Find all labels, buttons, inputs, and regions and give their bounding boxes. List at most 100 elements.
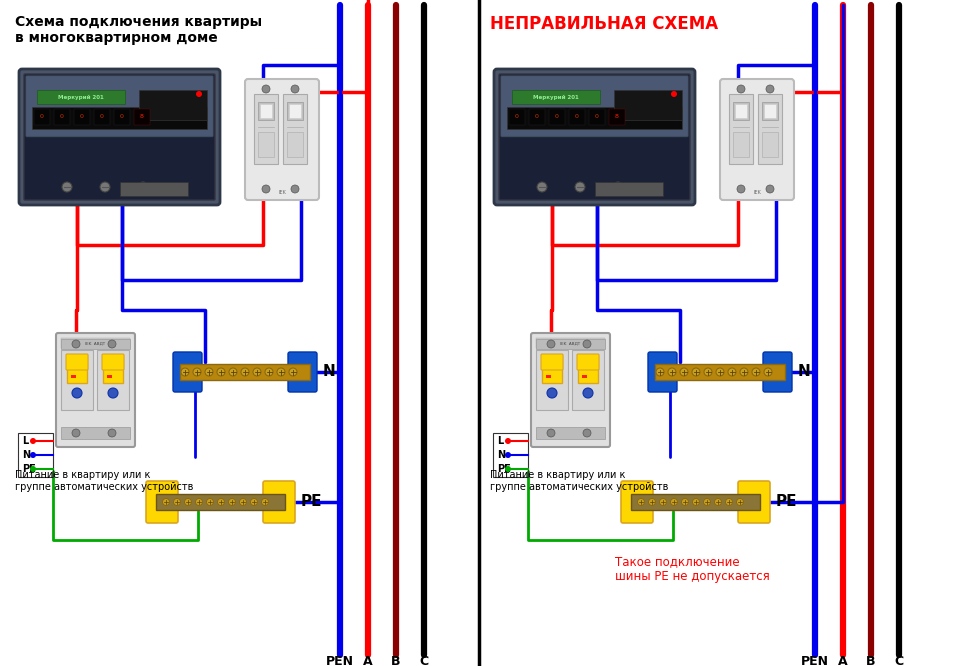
FancyBboxPatch shape xyxy=(499,74,690,200)
FancyBboxPatch shape xyxy=(577,354,599,370)
Circle shape xyxy=(229,368,237,376)
Bar xyxy=(536,338,605,348)
Bar xyxy=(758,94,782,164)
Circle shape xyxy=(291,185,299,193)
Bar xyxy=(32,107,207,129)
Circle shape xyxy=(737,85,745,93)
Circle shape xyxy=(704,368,712,376)
Circle shape xyxy=(583,388,593,398)
Bar xyxy=(512,90,599,104)
Bar xyxy=(536,427,605,439)
Text: 0: 0 xyxy=(100,115,104,119)
Bar xyxy=(258,132,274,157)
Circle shape xyxy=(737,498,743,505)
Bar xyxy=(631,494,760,510)
Text: PEN: PEN xyxy=(801,655,829,666)
Circle shape xyxy=(671,91,677,97)
Circle shape xyxy=(72,340,80,348)
Bar xyxy=(61,338,130,348)
Circle shape xyxy=(575,182,585,192)
Text: PE: PE xyxy=(497,464,511,474)
Bar xyxy=(258,102,274,120)
FancyBboxPatch shape xyxy=(621,481,653,523)
Circle shape xyxy=(737,185,745,193)
FancyBboxPatch shape xyxy=(24,74,215,200)
Bar xyxy=(67,355,87,383)
Circle shape xyxy=(583,429,591,437)
Text: Схема подключения квартиры
в многоквартирном доме: Схема подключения квартиры в многокварти… xyxy=(15,15,262,45)
Circle shape xyxy=(100,182,110,192)
Bar xyxy=(764,104,776,118)
Bar xyxy=(529,109,545,125)
Text: N: N xyxy=(22,450,30,460)
Bar xyxy=(134,109,150,125)
Text: 0: 0 xyxy=(120,115,124,119)
Circle shape xyxy=(648,498,656,505)
Text: Питание в квартиру или к
группе автоматических устройств: Питание в квартиру или к группе автомати… xyxy=(15,470,194,492)
FancyBboxPatch shape xyxy=(531,333,610,447)
Bar xyxy=(546,375,551,378)
Circle shape xyxy=(537,182,547,192)
Text: Меркурий 201: Меркурий 201 xyxy=(533,95,578,100)
Circle shape xyxy=(253,368,261,376)
Circle shape xyxy=(218,498,224,505)
Circle shape xyxy=(265,368,273,376)
FancyBboxPatch shape xyxy=(720,79,794,200)
Circle shape xyxy=(728,368,736,376)
Bar xyxy=(54,109,70,125)
Text: N: N xyxy=(323,364,336,380)
FancyBboxPatch shape xyxy=(245,79,319,200)
Circle shape xyxy=(108,340,116,348)
Bar xyxy=(589,109,605,125)
Bar xyxy=(733,102,749,120)
FancyBboxPatch shape xyxy=(263,481,295,523)
Circle shape xyxy=(740,368,748,376)
FancyBboxPatch shape xyxy=(173,352,202,392)
Text: N: N xyxy=(798,364,810,380)
Circle shape xyxy=(250,498,258,505)
Circle shape xyxy=(660,498,667,505)
Circle shape xyxy=(277,368,285,376)
Circle shape xyxy=(138,182,148,192)
Circle shape xyxy=(262,498,269,505)
Text: 0: 0 xyxy=(40,115,44,119)
Text: PE: PE xyxy=(22,464,35,474)
Bar xyxy=(61,339,130,349)
Bar xyxy=(582,375,587,378)
Text: PE: PE xyxy=(776,494,798,509)
Circle shape xyxy=(262,85,270,93)
Circle shape xyxy=(680,368,688,376)
Text: 0: 0 xyxy=(596,115,599,119)
Circle shape xyxy=(547,340,555,348)
FancyBboxPatch shape xyxy=(738,481,770,523)
Circle shape xyxy=(196,91,202,97)
Text: A: A xyxy=(838,655,848,666)
Circle shape xyxy=(714,498,721,505)
Bar xyxy=(71,375,76,378)
Bar xyxy=(120,182,188,196)
Circle shape xyxy=(505,466,511,472)
Text: 8: 8 xyxy=(615,115,619,119)
Bar xyxy=(37,90,125,104)
Bar xyxy=(735,104,747,118)
Circle shape xyxy=(670,498,677,505)
Text: L: L xyxy=(497,436,503,446)
Circle shape xyxy=(638,498,644,505)
Bar xyxy=(536,350,568,410)
Circle shape xyxy=(682,498,689,505)
Circle shape xyxy=(766,85,774,93)
Text: IEK  АВДТ: IEK АВДТ xyxy=(85,341,105,345)
Text: 8: 8 xyxy=(140,115,144,119)
Bar xyxy=(507,107,682,129)
Circle shape xyxy=(72,429,80,437)
Bar xyxy=(572,350,604,410)
Circle shape xyxy=(205,368,213,376)
Circle shape xyxy=(181,368,189,376)
Bar xyxy=(180,364,310,380)
Bar xyxy=(103,355,123,383)
Text: N: N xyxy=(497,450,505,460)
FancyBboxPatch shape xyxy=(288,352,317,392)
Text: 0: 0 xyxy=(80,115,84,119)
Bar xyxy=(655,364,785,380)
Circle shape xyxy=(241,368,249,376)
